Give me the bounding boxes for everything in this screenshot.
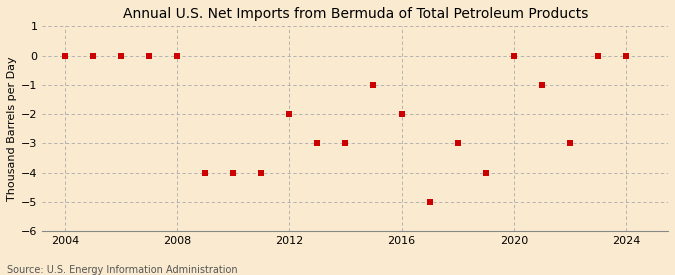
Point (115, 53, 126, 58)
Text: Source: U.S. Energy Information Administration: Source: U.S. Energy Information Administ… (7, 265, 238, 275)
Point (593, 53, 603, 58)
Title: Annual U.S. Net Imports from Bermuda of Total Petroleum Products: Annual U.S. Net Imports from Bermuda of … (123, 7, 588, 21)
Point (564, 141, 575, 145)
Point (284, 112, 295, 116)
Point (88, 53, 99, 58)
Point (256, 170, 267, 175)
Point (508, 53, 519, 58)
Point (312, 141, 323, 145)
Point (340, 141, 351, 145)
Point (171, 53, 182, 58)
Point (424, 200, 435, 204)
Point (59, 53, 70, 58)
Point (200, 170, 211, 175)
Point (228, 170, 239, 175)
Point (368, 82, 379, 87)
Point (396, 112, 407, 116)
Point (144, 53, 155, 58)
Y-axis label: Thousand Barrels per Day: Thousand Barrels per Day (7, 56, 17, 201)
Point (481, 170, 491, 175)
Point (537, 82, 547, 87)
Point (620, 53, 631, 58)
Point (452, 141, 463, 145)
